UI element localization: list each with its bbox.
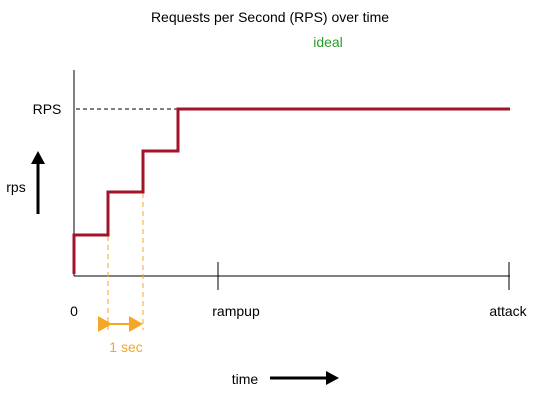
- diagram-subtitle: ideal: [313, 34, 343, 50]
- rps-series-line: [72, 107, 510, 274]
- rps-level-label: RPS: [33, 101, 62, 117]
- rampup-label: rampup: [212, 303, 260, 319]
- arrow-right-icon: [270, 371, 339, 385]
- step-duration-label: 1 sec: [109, 339, 142, 355]
- origin-label: 0: [70, 303, 78, 319]
- y-axis-label: rps: [6, 179, 25, 195]
- diagram-title: Requests per Second (RPS) over time: [151, 9, 389, 25]
- attack-label: attack: [489, 303, 527, 319]
- x-axis-label: time: [232, 371, 259, 387]
- arrow-up-icon: [31, 151, 45, 214]
